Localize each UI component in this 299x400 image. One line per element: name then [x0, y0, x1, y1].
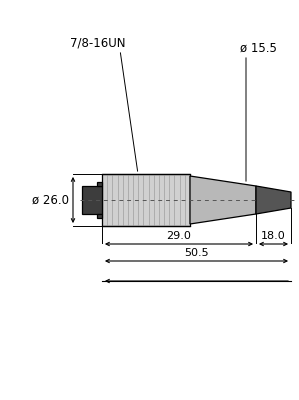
Text: 18.0: 18.0	[261, 231, 286, 241]
Text: 29.0: 29.0	[167, 231, 191, 241]
Text: ø 15.5: ø 15.5	[239, 42, 277, 54]
Polygon shape	[256, 186, 291, 214]
Bar	[97, 182, 102, 186]
Text: 50.5: 50.5	[184, 248, 209, 258]
Polygon shape	[190, 176, 256, 224]
Text: 7/8-16UN: 7/8-16UN	[70, 36, 126, 50]
Bar	[97, 214, 102, 218]
Text: ø 26.0: ø 26.0	[32, 194, 69, 206]
Polygon shape	[82, 186, 102, 214]
Bar	[102, 174, 190, 226]
